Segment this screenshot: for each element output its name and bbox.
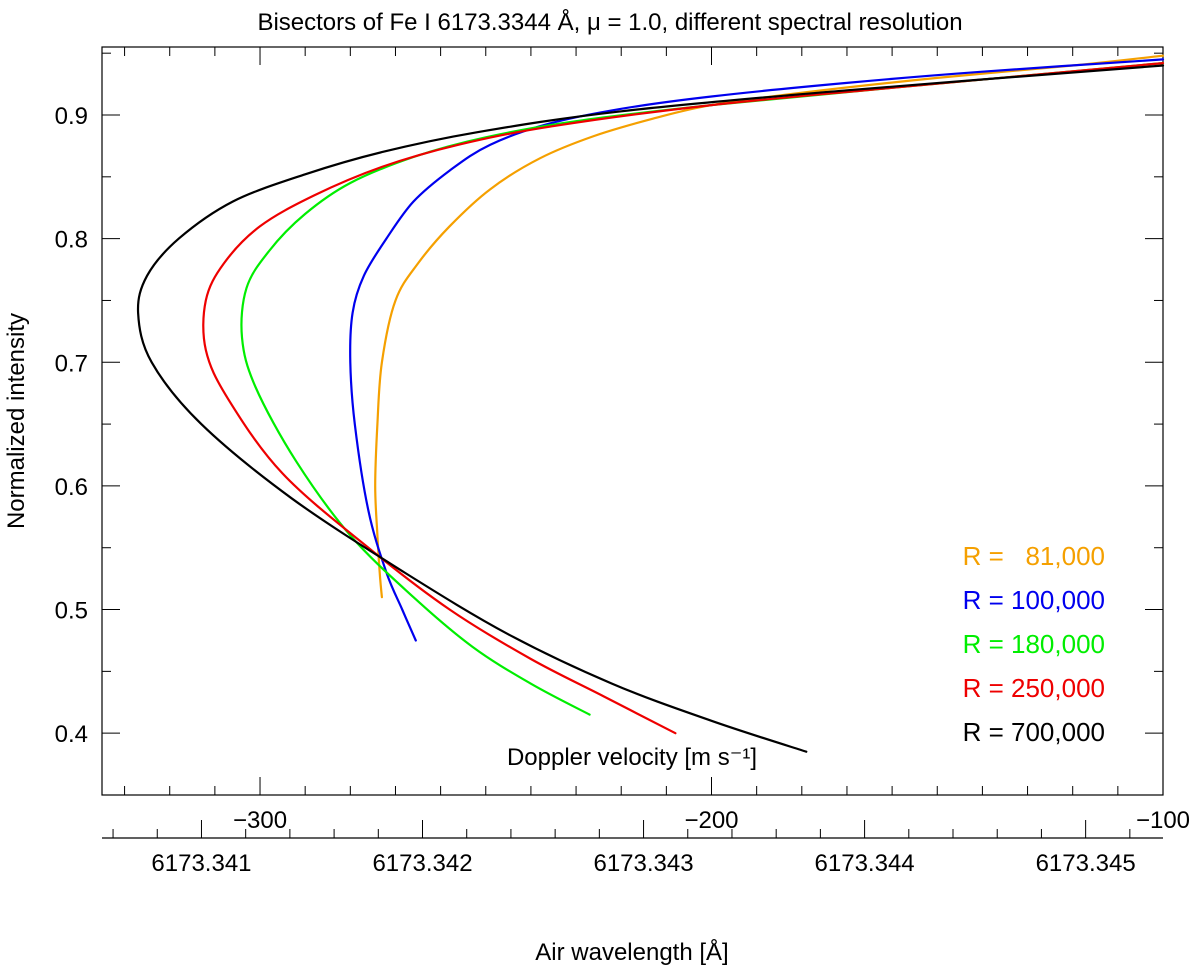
series-line <box>136 64 1165 753</box>
legend-entry: R = 100,000 <box>963 585 1105 615</box>
chart-title: Bisectors of Fe I 6173.3344 Å, μ = 1.0, … <box>257 8 962 36</box>
series-line <box>349 58 1165 642</box>
x-tick-label: −300 <box>233 807 287 834</box>
plot-frame <box>101 46 1164 796</box>
x-axis-label: Doppler velocity [m s⁻¹] <box>507 744 757 771</box>
wavelength-tick-label: 6173.341 <box>151 850 251 877</box>
chart-title-text: Bisectors of Fe I 6173.3344 Å, μ = 1.0, … <box>257 8 962 36</box>
wavelength-axis: 6173.341 6173.342 6173.343 6173.344 6173.345 <box>102 820 1163 877</box>
y-tick-label: 0.7 <box>55 350 88 377</box>
wavelength-tick-label: 6173.343 <box>593 850 693 877</box>
legend-entry: R = 81,000 <box>963 541 1105 571</box>
x-tick-label: −100 <box>1136 807 1190 834</box>
series-line <box>374 54 1165 599</box>
series-layer <box>136 54 1165 753</box>
wavelength-axis-label: Air wavelength [Å] <box>535 938 728 966</box>
legend-entry: R = 250,000 <box>963 673 1105 703</box>
wavelength-tick-label: 6173.342 <box>372 850 472 877</box>
y-axis-label: Normalized intensity <box>3 313 30 529</box>
series-line <box>202 62 1165 735</box>
y-tick-label: 0.8 <box>55 227 88 254</box>
x-axis: −300 −200 −100 <box>124 47 1190 834</box>
legend: R = 81,000 R = 100,000 R = 180,000 R = 250,… <box>963 541 1105 747</box>
y-tick-label: 0.6 <box>55 474 88 501</box>
wavelength-tick-label: 6173.345 <box>1036 850 1136 877</box>
y-tick-label: 0.9 <box>55 103 88 130</box>
y-axis: 0.4 0.5 0.6 0.7 0.8 0.9 <box>55 52 1163 796</box>
wavelength-tick-label: 6173.344 <box>815 850 915 877</box>
x-tick-label: −200 <box>684 807 738 834</box>
legend-entry: R = 180,000 <box>963 629 1105 659</box>
y-tick-label: 0.5 <box>55 598 88 625</box>
legend-entry: R = 700,000 <box>963 717 1105 747</box>
y-tick-label: 0.4 <box>55 721 88 748</box>
